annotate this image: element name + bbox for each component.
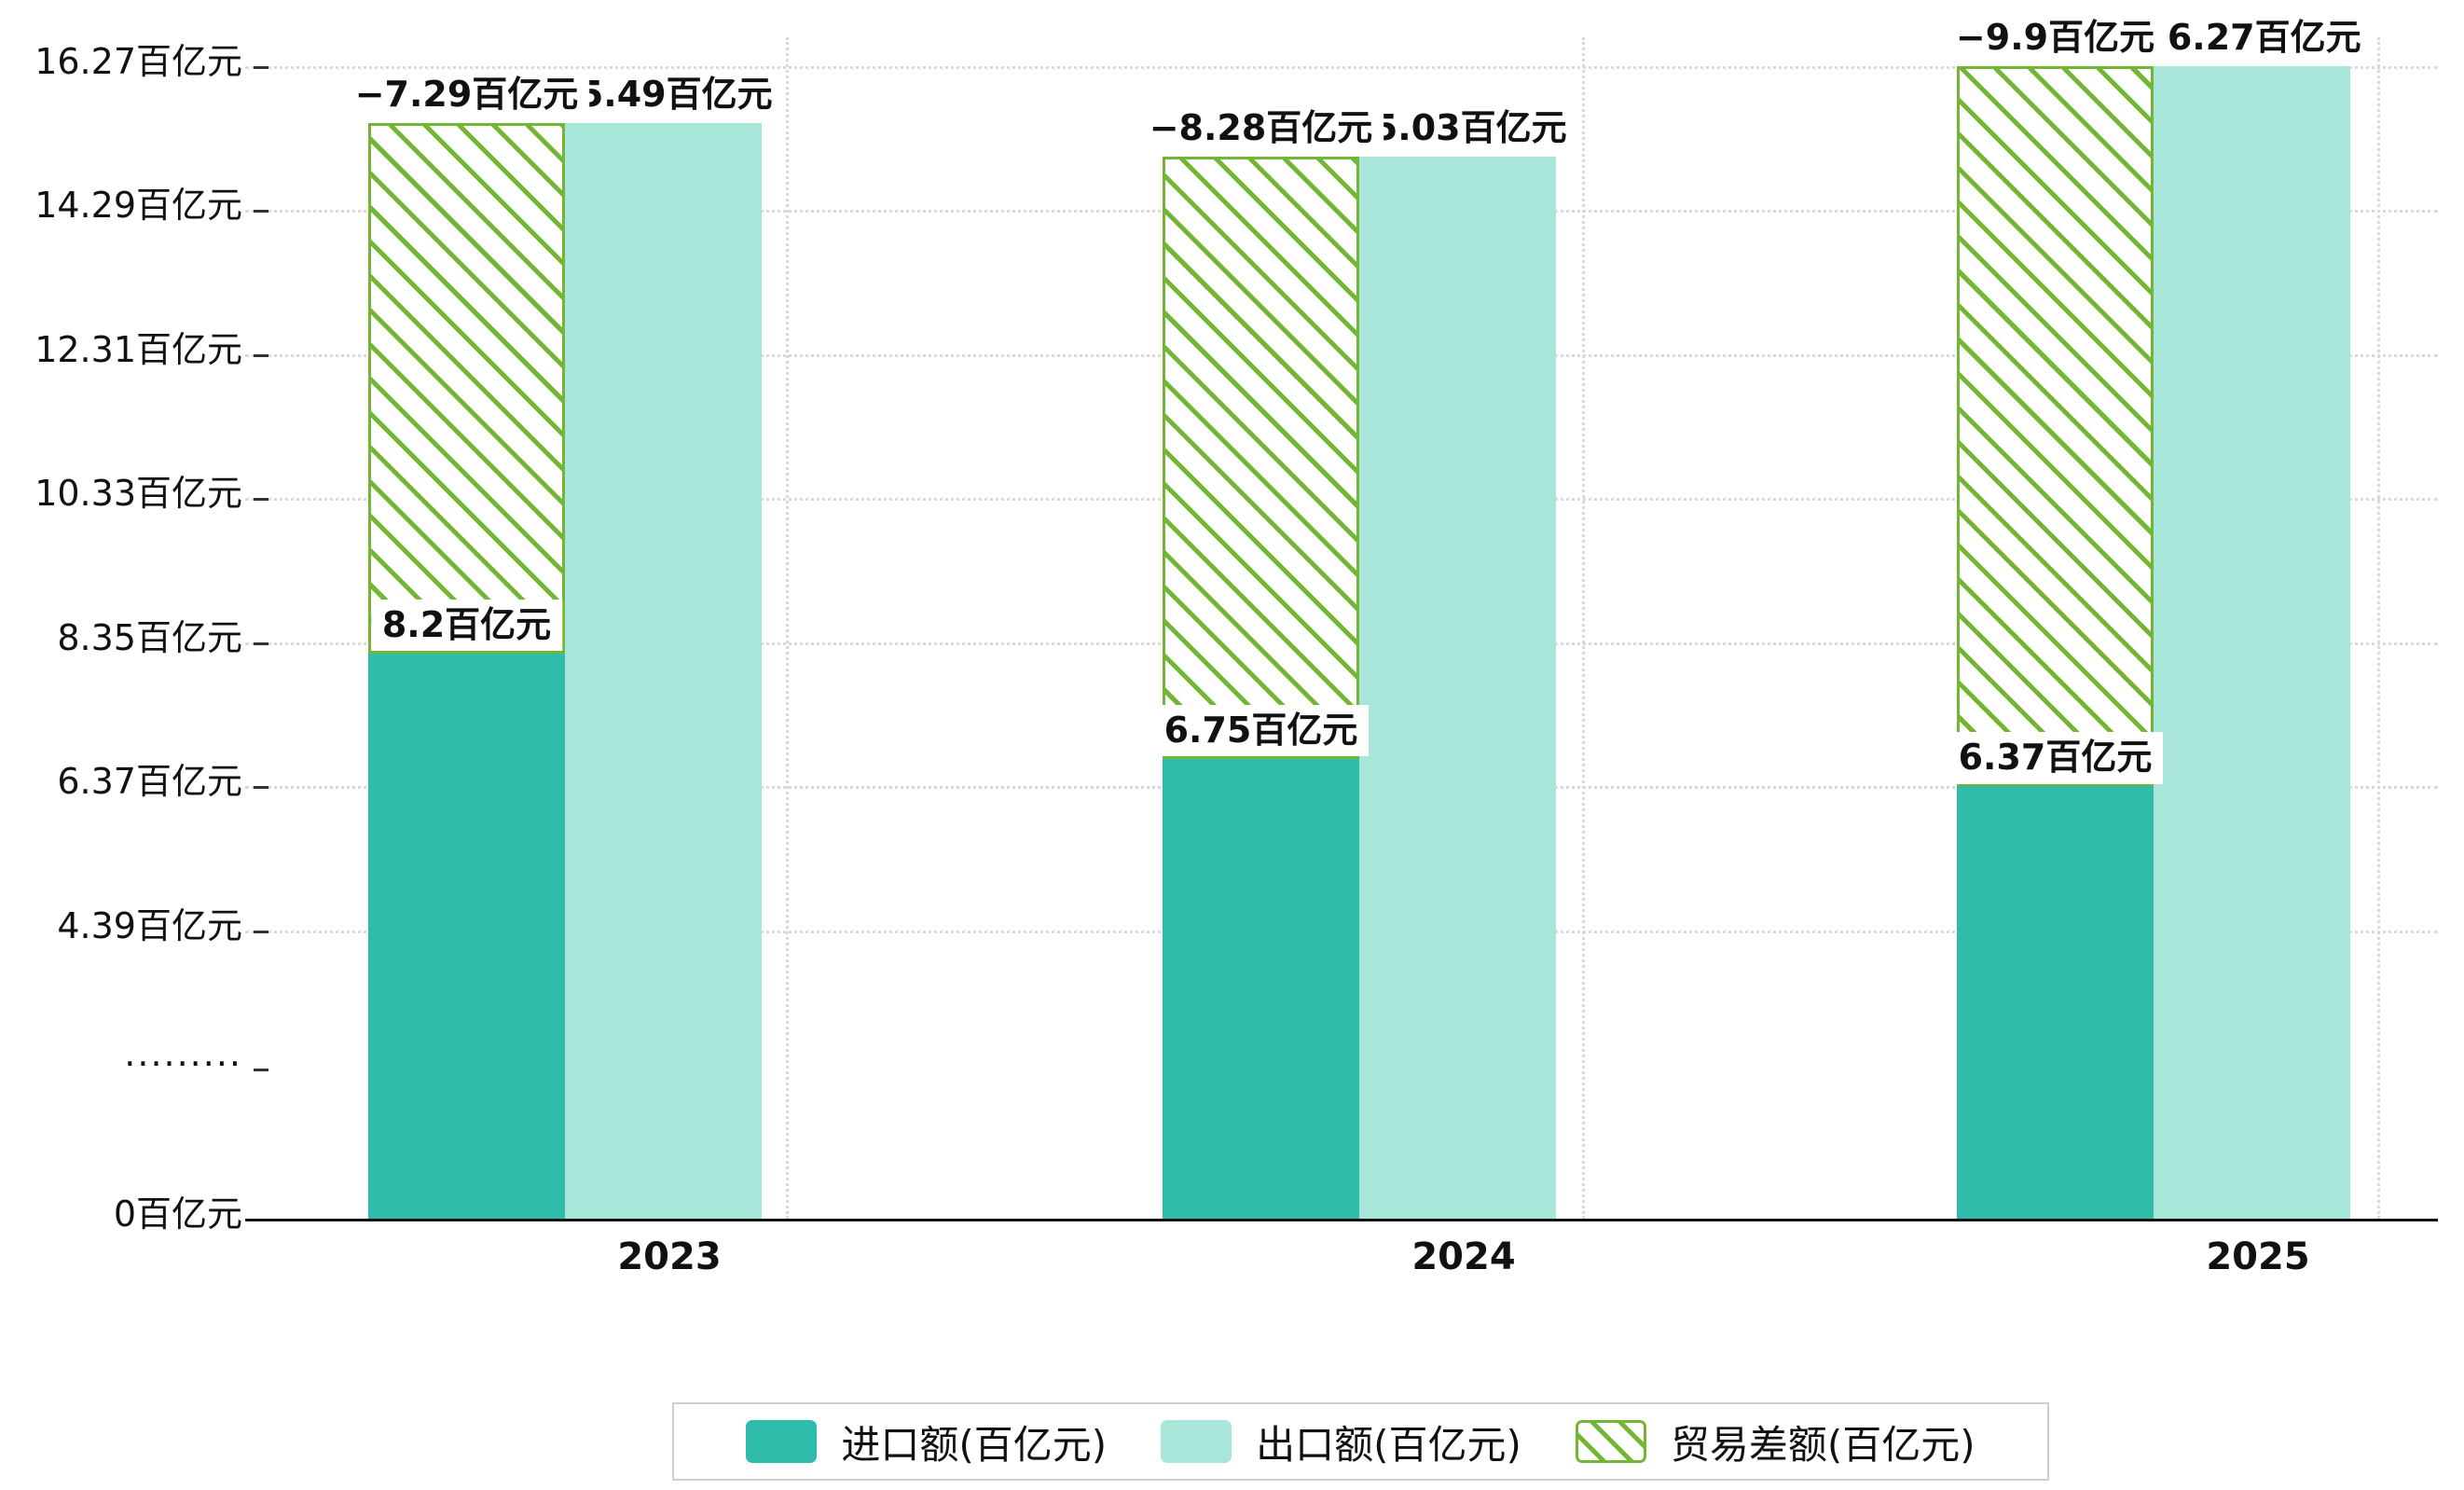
- data-label-trade-balance: −9.9百亿元: [1944, 11, 2167, 64]
- legend-label-import: 进口额(百亿元): [841, 1421, 1108, 1468]
- x-axis-label: 2024: [1411, 1235, 1516, 1278]
- bar-import: [368, 653, 565, 1219]
- legend-item-trade-balance[interactable]: 贸易差额(百亿元): [1575, 1414, 1975, 1470]
- grid-line-vertical: [786, 37, 789, 1219]
- legend: 进口额(百亿元) 出口额(百亿元) 贸易差额(百亿元): [672, 1402, 2049, 1481]
- y-tick-label: 6.37百亿元: [57, 761, 242, 803]
- y-tick-mark: [254, 353, 268, 357]
- legend-label-export: 出口额(百亿元): [1256, 1421, 1521, 1468]
- x-axis-label: 2023: [617, 1235, 722, 1278]
- grid-line-horizontal: [245, 65, 2438, 69]
- bar-export: [1359, 156, 1556, 1219]
- y-tick-label: 12.31百亿元: [34, 328, 242, 370]
- y-tick-label: 4.39百亿元: [57, 905, 242, 946]
- grid-line-vertical: [1582, 37, 1585, 1219]
- y-tick-mark: [254, 65, 268, 69]
- y-tick-mark: [254, 1069, 268, 1071]
- bar-import: [1957, 786, 2154, 1219]
- legend-item-import[interactable]: 进口额(百亿元): [746, 1414, 1107, 1470]
- grid-line-vertical: [2377, 37, 2380, 1219]
- bar-trade-balance: [368, 122, 565, 654]
- legend-label-trade-balance: 贸易差额(百亿元): [1670, 1421, 1975, 1468]
- x-axis-label: 2025: [2206, 1235, 2310, 1278]
- bar-trade-balance: [1957, 65, 2154, 787]
- x-axis-line: [245, 1219, 2438, 1221]
- legend-item-export[interactable]: 出口额(百亿元): [1161, 1414, 1521, 1470]
- trade-balance-hatch-swatch-icon: [1575, 1420, 1646, 1463]
- export-swatch-icon: [1161, 1420, 1232, 1463]
- y-tick-mark: [254, 210, 268, 214]
- y-tick-mark: [254, 931, 268, 933]
- y-tick-label: 10.33百亿元: [34, 473, 242, 515]
- data-label-export: 16.27百亿元: [2131, 11, 2373, 64]
- y-tick-mark: [254, 786, 268, 790]
- y-tick-label: 16.27百亿元: [34, 40, 242, 82]
- y-tick-label: ·········: [124, 1043, 242, 1084]
- y-tick-mark: [254, 642, 268, 645]
- import-swatch-icon: [746, 1420, 818, 1463]
- y-tick-label: 14.29百亿元: [34, 185, 242, 227]
- data-label-import: 6.37百亿元: [1947, 732, 2164, 785]
- bar-import: [1163, 758, 1359, 1219]
- bar-export: [565, 122, 762, 1219]
- data-label-trade-balance: −7.29百亿元: [343, 68, 590, 121]
- data-label-import: 8.2百亿元: [370, 599, 563, 652]
- y-tick-label: 8.35百亿元: [57, 616, 242, 658]
- y-tick-mark: [254, 498, 268, 502]
- y-tick-label: 0百亿元: [113, 1193, 242, 1235]
- bar-export: [2154, 65, 2350, 1219]
- data-label-import: 6.75百亿元: [1152, 704, 1370, 757]
- data-label-trade-balance: −8.28百亿元: [1137, 102, 1384, 155]
- bar-trade-balance: [1163, 156, 1359, 759]
